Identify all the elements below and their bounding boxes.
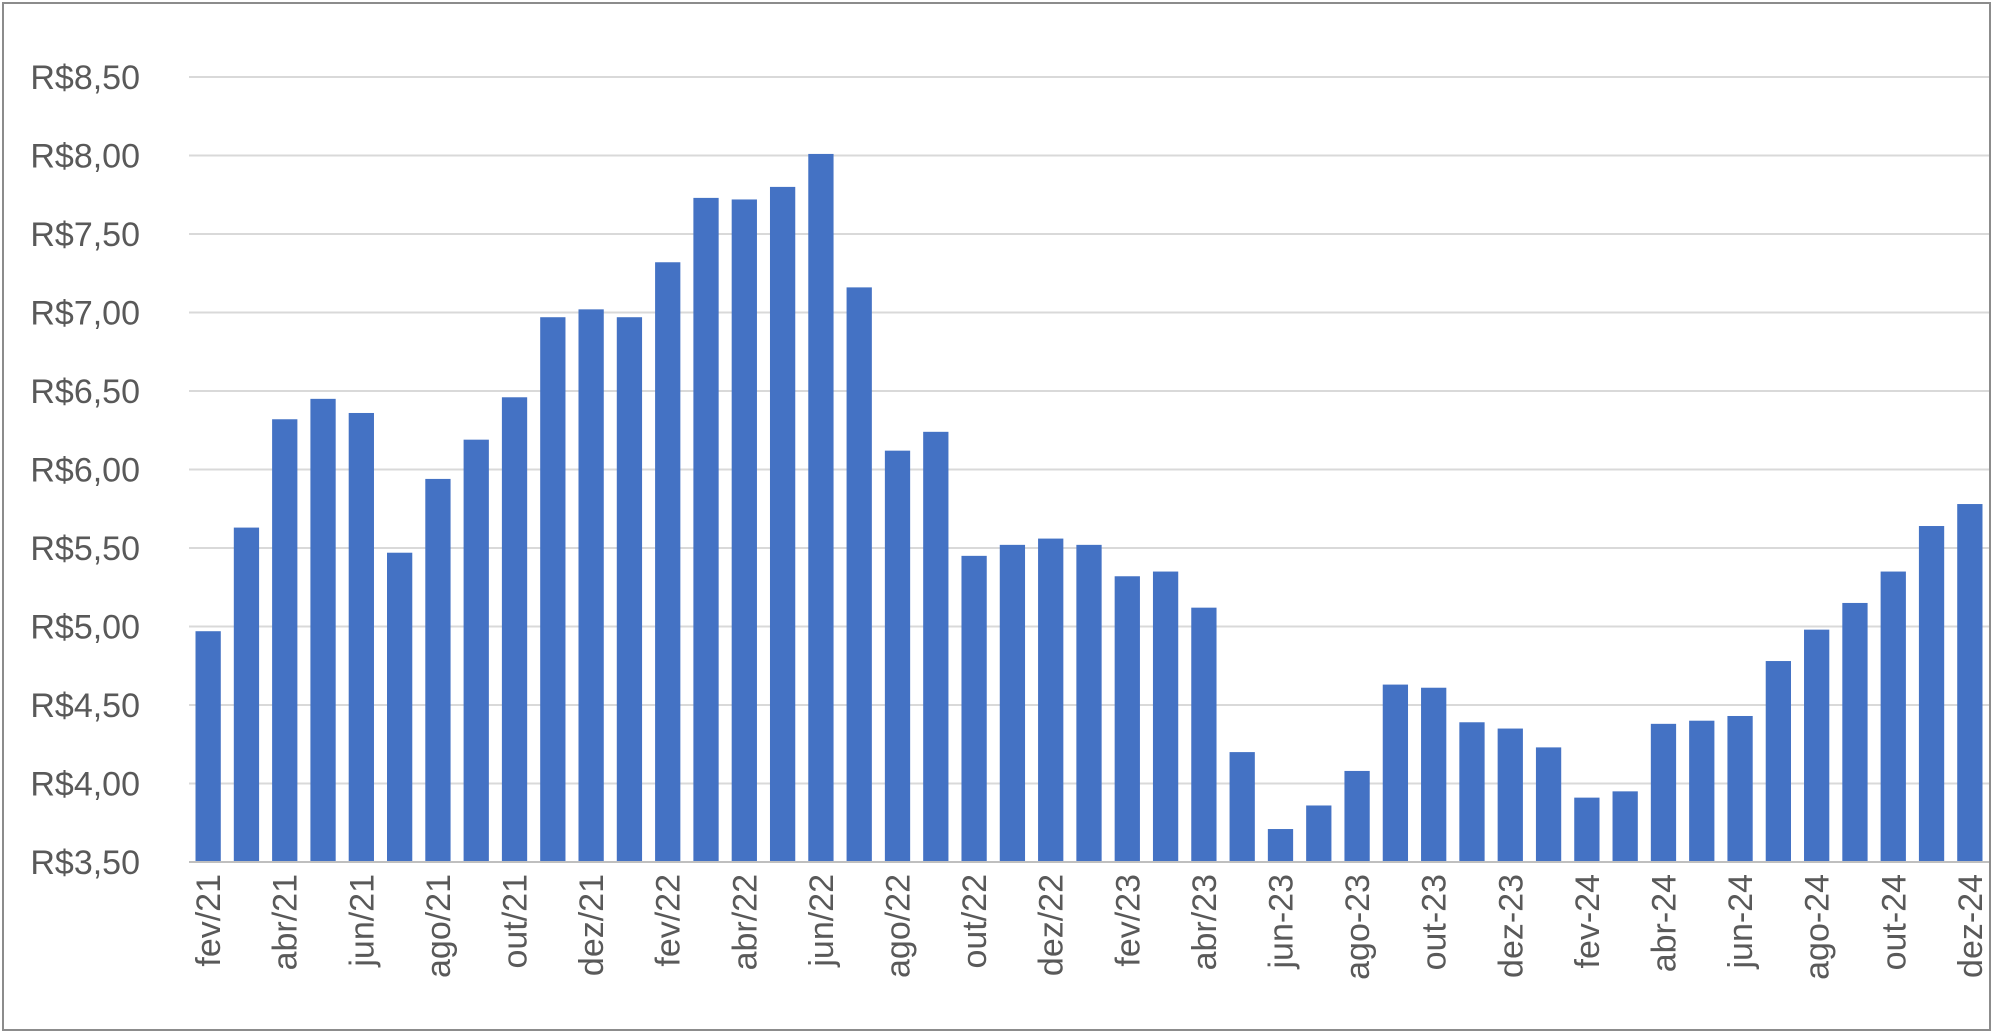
bar [233, 527, 260, 862]
y-tick-label: R$3,50 [30, 844, 140, 882]
bar [195, 631, 221, 862]
bar [846, 287, 872, 862]
x-tick-label: jun/22 [803, 874, 841, 968]
bar [884, 450, 911, 862]
x-tick-label: ago/21 [420, 874, 458, 978]
y-tick-label: R$6,00 [30, 452, 140, 490]
bar [1535, 747, 1562, 862]
bar [1152, 571, 1179, 862]
x-axis-labels: fev/21 abr/21 jun/21 ago/21 out/21 dez/21 fev/… [190, 874, 1990, 980]
bar [1650, 723, 1677, 862]
bar [1421, 687, 1447, 862]
x-tick-label: dez-23 [1492, 874, 1530, 978]
bar [1038, 538, 1064, 862]
bar [1842, 602, 1868, 862]
bar [1459, 722, 1485, 862]
x-tick-label: abr-24 [1645, 874, 1683, 972]
x-tick-label: out-23 [1416, 874, 1454, 970]
bar-chart: R$3,50 R$4,00 R$4,50 R$5,00 R$5,50 R$6,00 R$6,… [30, 59, 1990, 980]
y-tick-label: R$7,00 [30, 295, 140, 333]
x-tick-label: fev-24 [1569, 874, 1607, 969]
bar [1191, 607, 1217, 862]
bar [1765, 661, 1791, 862]
bar [999, 544, 1026, 862]
bar [463, 439, 489, 862]
bars [195, 153, 1983, 863]
bar [1114, 576, 1140, 862]
y-tick-label: R$8,50 [30, 59, 140, 97]
x-tick-label: ago-24 [1799, 874, 1837, 980]
bar [1306, 805, 1332, 862]
bar [616, 317, 643, 863]
x-tick-label: dez-24 [1952, 874, 1990, 978]
x-tick-label: jun-24 [1722, 874, 1760, 970]
x-tick-label: abr/22 [726, 874, 764, 970]
bar [1344, 770, 1370, 862]
bar [272, 419, 298, 862]
x-tick-label: out/22 [956, 874, 994, 969]
bar [310, 398, 336, 862]
bar [348, 412, 374, 862]
bar [1727, 715, 1753, 862]
y-tick-label: R$5,00 [30, 609, 140, 647]
bar [1229, 752, 1255, 862]
y-tick-label: R$6,50 [30, 373, 140, 411]
bar [693, 197, 719, 862]
bar [731, 199, 757, 862]
bar [387, 552, 413, 862]
x-tick-label: out/21 [497, 874, 535, 969]
bar [1957, 504, 1983, 862]
x-tick-label: fev/22 [650, 874, 688, 967]
y-tick-label: R$8,00 [30, 138, 140, 176]
x-tick-label: jun/21 [343, 874, 381, 968]
bar [1804, 629, 1830, 862]
bar [923, 431, 949, 862]
y-tick-label: R$4,50 [30, 687, 140, 725]
bar [961, 555, 987, 862]
bar [769, 186, 796, 862]
x-tick-label: fev/21 [190, 874, 228, 967]
bar [501, 397, 528, 862]
bar [1267, 829, 1294, 862]
x-tick-label: fev/23 [1109, 874, 1147, 967]
y-tick-label: R$5,50 [30, 530, 140, 568]
y-tick-label: R$7,50 [30, 216, 140, 254]
bar [1497, 728, 1523, 862]
bar [1382, 684, 1409, 862]
bar [540, 317, 566, 863]
x-tick-label: abr/21 [267, 874, 305, 970]
x-tick-label: dez/21 [573, 874, 611, 976]
x-tick-label: ago/22 [880, 874, 918, 978]
bar [578, 309, 604, 862]
bar [1880, 571, 1906, 862]
x-tick-label: ago-23 [1339, 874, 1377, 980]
bar [425, 478, 451, 862]
bar [1076, 544, 1102, 862]
bar [1612, 791, 1638, 862]
x-tick-label: dez/22 [1033, 874, 1071, 976]
y-tick-label: R$4,00 [30, 766, 140, 804]
bar [808, 153, 834, 862]
y-axis-labels: R$3,50 R$4,00 R$4,50 R$5,00 R$5,50 R$6,00 R$6,… [30, 59, 140, 882]
x-tick-label: abr/23 [1186, 874, 1224, 970]
x-tick-label: jun-23 [1262, 874, 1300, 970]
gridlines [189, 76, 1989, 785]
bar [1689, 720, 1715, 862]
bar [1574, 797, 1600, 862]
bar [655, 262, 681, 862]
x-tick-label: out-24 [1875, 874, 1913, 970]
bar [1918, 526, 1945, 862]
